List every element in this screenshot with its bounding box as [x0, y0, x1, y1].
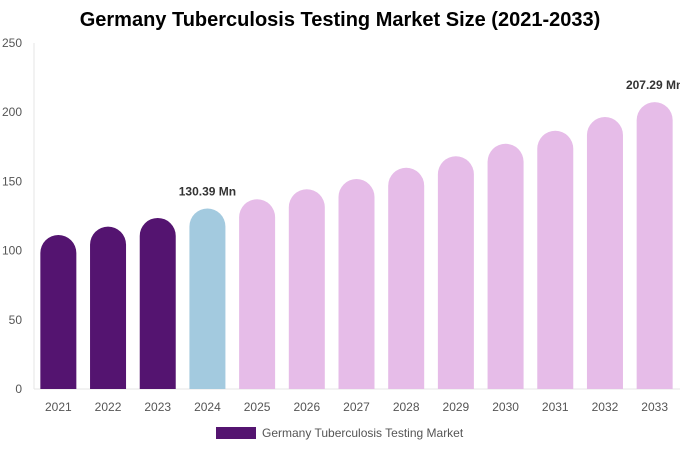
bar-2024	[189, 208, 226, 389]
legend-swatch	[216, 427, 256, 439]
bar-2025	[239, 199, 276, 389]
bar-2023	[139, 217, 176, 389]
bar-2031	[537, 130, 574, 389]
bar-2026	[288, 189, 325, 389]
x-tick-label: 2026	[293, 400, 320, 414]
x-tick-label: 2030	[492, 400, 519, 414]
x-tick-label: 2024	[194, 400, 221, 414]
x-tick-label: 2021	[45, 400, 72, 414]
bar-2029	[437, 156, 474, 389]
bar-2032	[586, 117, 623, 389]
x-tick-label: 2023	[144, 400, 171, 414]
y-tick-label: 250	[2, 36, 22, 50]
x-tick-label: 2028	[393, 400, 420, 414]
bar-2027	[338, 179, 375, 389]
x-tick-label: 2031	[542, 400, 569, 414]
x-tick-label: 2025	[244, 400, 271, 414]
chart-title: Germany Tuberculosis Testing Market Size…	[79, 9, 601, 31]
y-tick-label: 50	[9, 313, 23, 327]
x-tick-label: 2027	[343, 400, 370, 414]
legend: Germany Tuberculosis Testing Market	[216, 426, 463, 440]
bar-2028	[388, 167, 425, 389]
x-tick-label: 2022	[95, 400, 122, 414]
legend-label: Germany Tuberculosis Testing Market	[262, 426, 464, 440]
x-tick-label: 2032	[592, 400, 619, 414]
y-tick-label: 0	[15, 382, 22, 396]
bar-2021	[40, 234, 77, 389]
data-label-2033: 207.29 Mn	[626, 78, 680, 92]
x-tick-label: 2029	[443, 400, 470, 414]
data-label-2024: 130.39 Mn	[179, 185, 236, 199]
x-tick-label: 2033	[641, 400, 668, 414]
y-tick-label: 200	[2, 105, 22, 119]
bar-2033	[636, 102, 673, 389]
bar-2022	[90, 226, 127, 389]
y-tick-label: 100	[2, 244, 22, 258]
bar-2030	[487, 143, 524, 389]
y-tick-label: 150	[2, 174, 22, 188]
